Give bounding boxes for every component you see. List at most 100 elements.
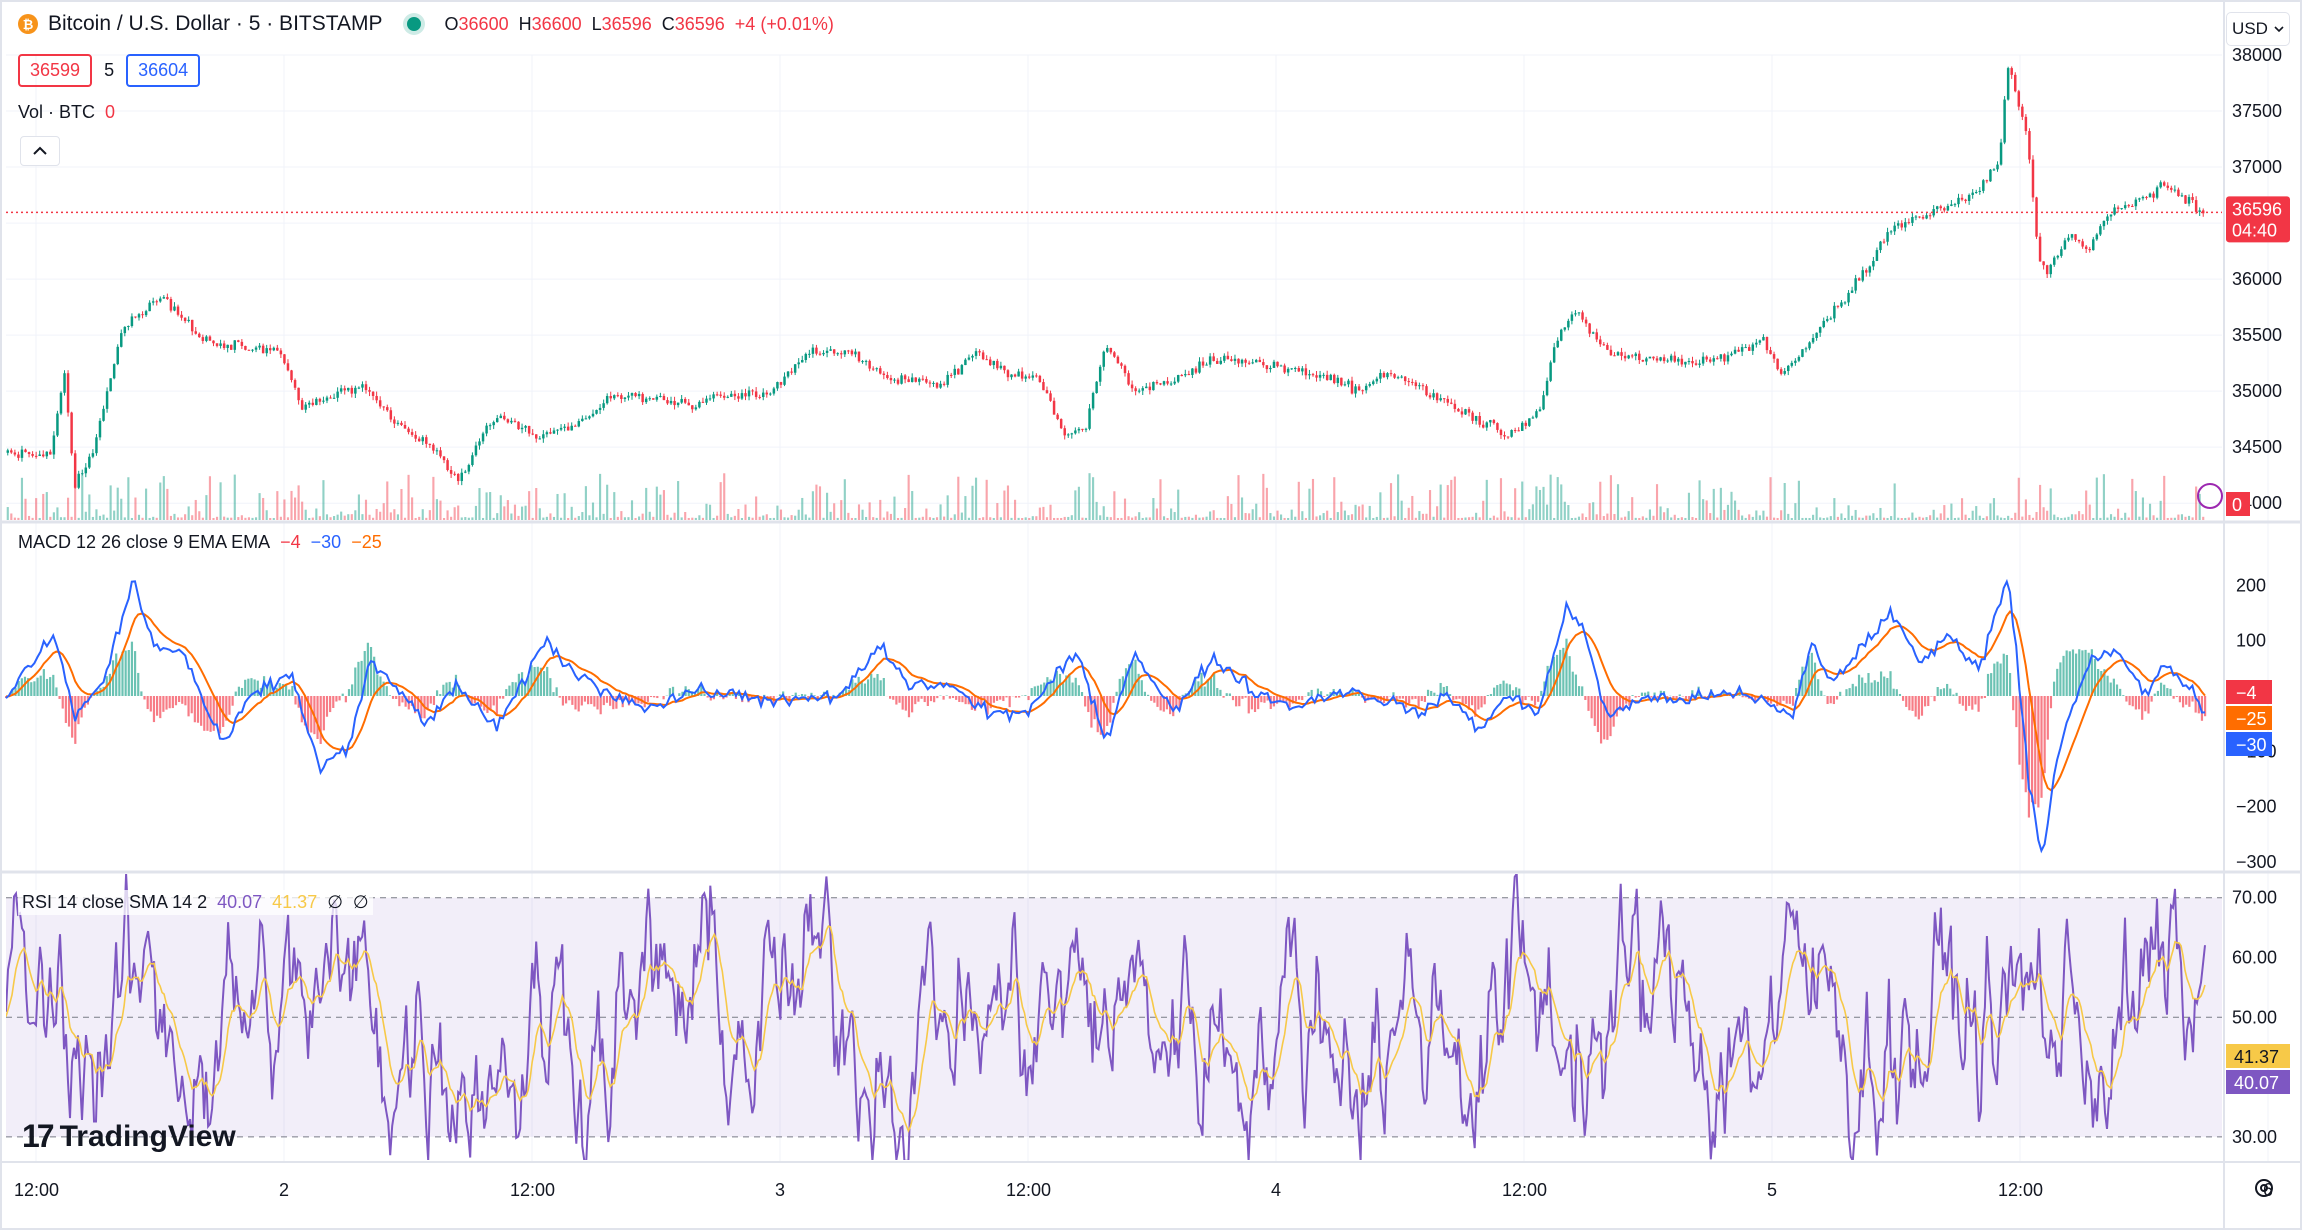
volume-bar: [950, 517, 953, 520]
macd-hist-bar: [558, 696, 561, 698]
candle-body: [364, 384, 368, 391]
macd-hist-bar: [955, 696, 958, 700]
macd-hist-bar: [33, 681, 36, 696]
macd-hist-bar: [1417, 696, 1420, 708]
macd-hist-bar: [1439, 682, 1442, 696]
time-axis-tick: 12:00: [1006, 1180, 1051, 1200]
volume-bar: [1010, 517, 1013, 520]
candle-body: [1623, 355, 1627, 359]
macd-hist-bar: [45, 678, 49, 696]
volume-bar: [1024, 517, 1027, 520]
volume-bar: [1283, 517, 1286, 520]
rsi-legend[interactable]: RSI 14 close SMA 14 2 40.07 41.37 ∅ ∅: [18, 890, 373, 915]
tradingview-logo[interactable]: 17 TradingView: [22, 1118, 236, 1155]
candle-body: [488, 425, 492, 427]
candle-body: [1673, 355, 1676, 362]
candle-body: [811, 347, 815, 354]
volume-bar: [1978, 515, 1981, 520]
macd-hist-bar: [1949, 688, 1952, 696]
candle-body: [350, 387, 354, 394]
volume-bar: [918, 517, 921, 520]
macd-hist-bar: [1986, 673, 1990, 696]
macd-hist-bar: [810, 692, 813, 696]
candle-body: [517, 421, 520, 430]
volume-bar: [840, 500, 843, 520]
macd-hist-bar: [760, 696, 763, 707]
macd-hist-bar: [2018, 696, 2021, 765]
candle-body: [1758, 340, 1762, 343]
volume-bar: [506, 500, 509, 520]
volume-bar: [247, 517, 251, 520]
volume-bar: [1528, 509, 1531, 520]
candle-body: [1063, 428, 1066, 436]
sell-button[interactable]: 36599: [18, 54, 93, 87]
macd-hist-bar: [2071, 649, 2075, 696]
volume-bar: [1269, 513, 1272, 520]
volume-bar: [1588, 503, 1591, 520]
macd-hist-bar: [1128, 664, 1131, 696]
volume-legend[interactable]: Vol · BTC 0: [18, 102, 115, 123]
macd-hist-bar: [1329, 692, 1332, 696]
volume-bar: [1921, 517, 1925, 520]
macd-hist-bar: [1225, 693, 1228, 696]
currency-select[interactable]: USD: [2226, 12, 2290, 46]
volume-bar: [528, 491, 531, 520]
macd-hist-bar: [1357, 693, 1360, 696]
candle-body: [1464, 409, 1467, 415]
volume-bar: [1613, 514, 1616, 520]
volume-bar: [2017, 477, 2020, 520]
candle-body: [1506, 436, 1510, 438]
macd-hist-bar: [1191, 686, 1194, 696]
symbol-title[interactable]: Bitcoin / U.S. Dollar · 5 · BITSTAMP: [48, 12, 383, 35]
collapse-legend-button[interactable]: [20, 136, 60, 166]
candle-body: [1716, 358, 1719, 360]
buy-button[interactable]: 36604: [126, 54, 201, 87]
candle-body: [1762, 336, 1765, 341]
symbol-legend: ₿ Bitcoin / U.S. Dollar · 5 · BITSTAMP O…: [18, 12, 834, 36]
volume-bar: [354, 510, 357, 520]
volume-bar: [549, 513, 552, 520]
macd-hist-bar: [49, 677, 52, 696]
candle-body: [56, 413, 59, 436]
macd-hist-bar: [1326, 694, 1329, 696]
macd-hist-bar: [1426, 689, 1430, 696]
volume-bar: [1943, 505, 1946, 520]
rsi-sma-badge-label: 41.37: [2234, 1047, 2279, 1067]
volume-bar: [1726, 504, 1730, 520]
volume-bar: [875, 517, 878, 520]
macd-hist-bar: [1832, 696, 1835, 705]
macd-hist-bar: [27, 678, 30, 696]
macd-hist-bar: [212, 696, 215, 731]
macd-hist-bar: [829, 696, 832, 703]
candle-body: [634, 393, 637, 397]
candle-body: [776, 382, 779, 389]
macd-hist-bar: [39, 675, 42, 696]
candle-body: [414, 434, 417, 439]
candle-body: [857, 351, 861, 362]
change-value: +4 (+0.01%): [734, 13, 834, 34]
candle-body: [308, 402, 311, 405]
volume-bar: [1804, 517, 1808, 520]
candle-body: [1400, 376, 1403, 378]
volume-bar: [2056, 517, 2059, 520]
macd-hist-bar: [1826, 696, 1829, 705]
candle-body: [1627, 355, 1630, 359]
market-status-icon[interactable]: [406, 17, 421, 31]
gear-icon[interactable]: [2252, 1176, 2276, 1207]
volume-bar: [1120, 517, 1123, 520]
rsi-sma-line: [6, 925, 2206, 1133]
macd-hist-bar: [2059, 662, 2062, 696]
candle-body: [442, 456, 446, 461]
candle-body: [1251, 362, 1254, 364]
macd-hist-bar: [1247, 696, 1250, 714]
macd-axis-tick: 100: [2236, 631, 2266, 651]
candle-body: [918, 378, 921, 382]
candle-body: [105, 391, 109, 409]
volume-bar: [2060, 517, 2063, 520]
candle-body: [1134, 388, 1137, 392]
macd-hist-bar: [439, 694, 442, 696]
macd-hist-bar: [1537, 696, 1540, 702]
macd-legend[interactable]: MACD 12 26 close 9 EMA EMA −4 −30 −25: [18, 532, 382, 553]
